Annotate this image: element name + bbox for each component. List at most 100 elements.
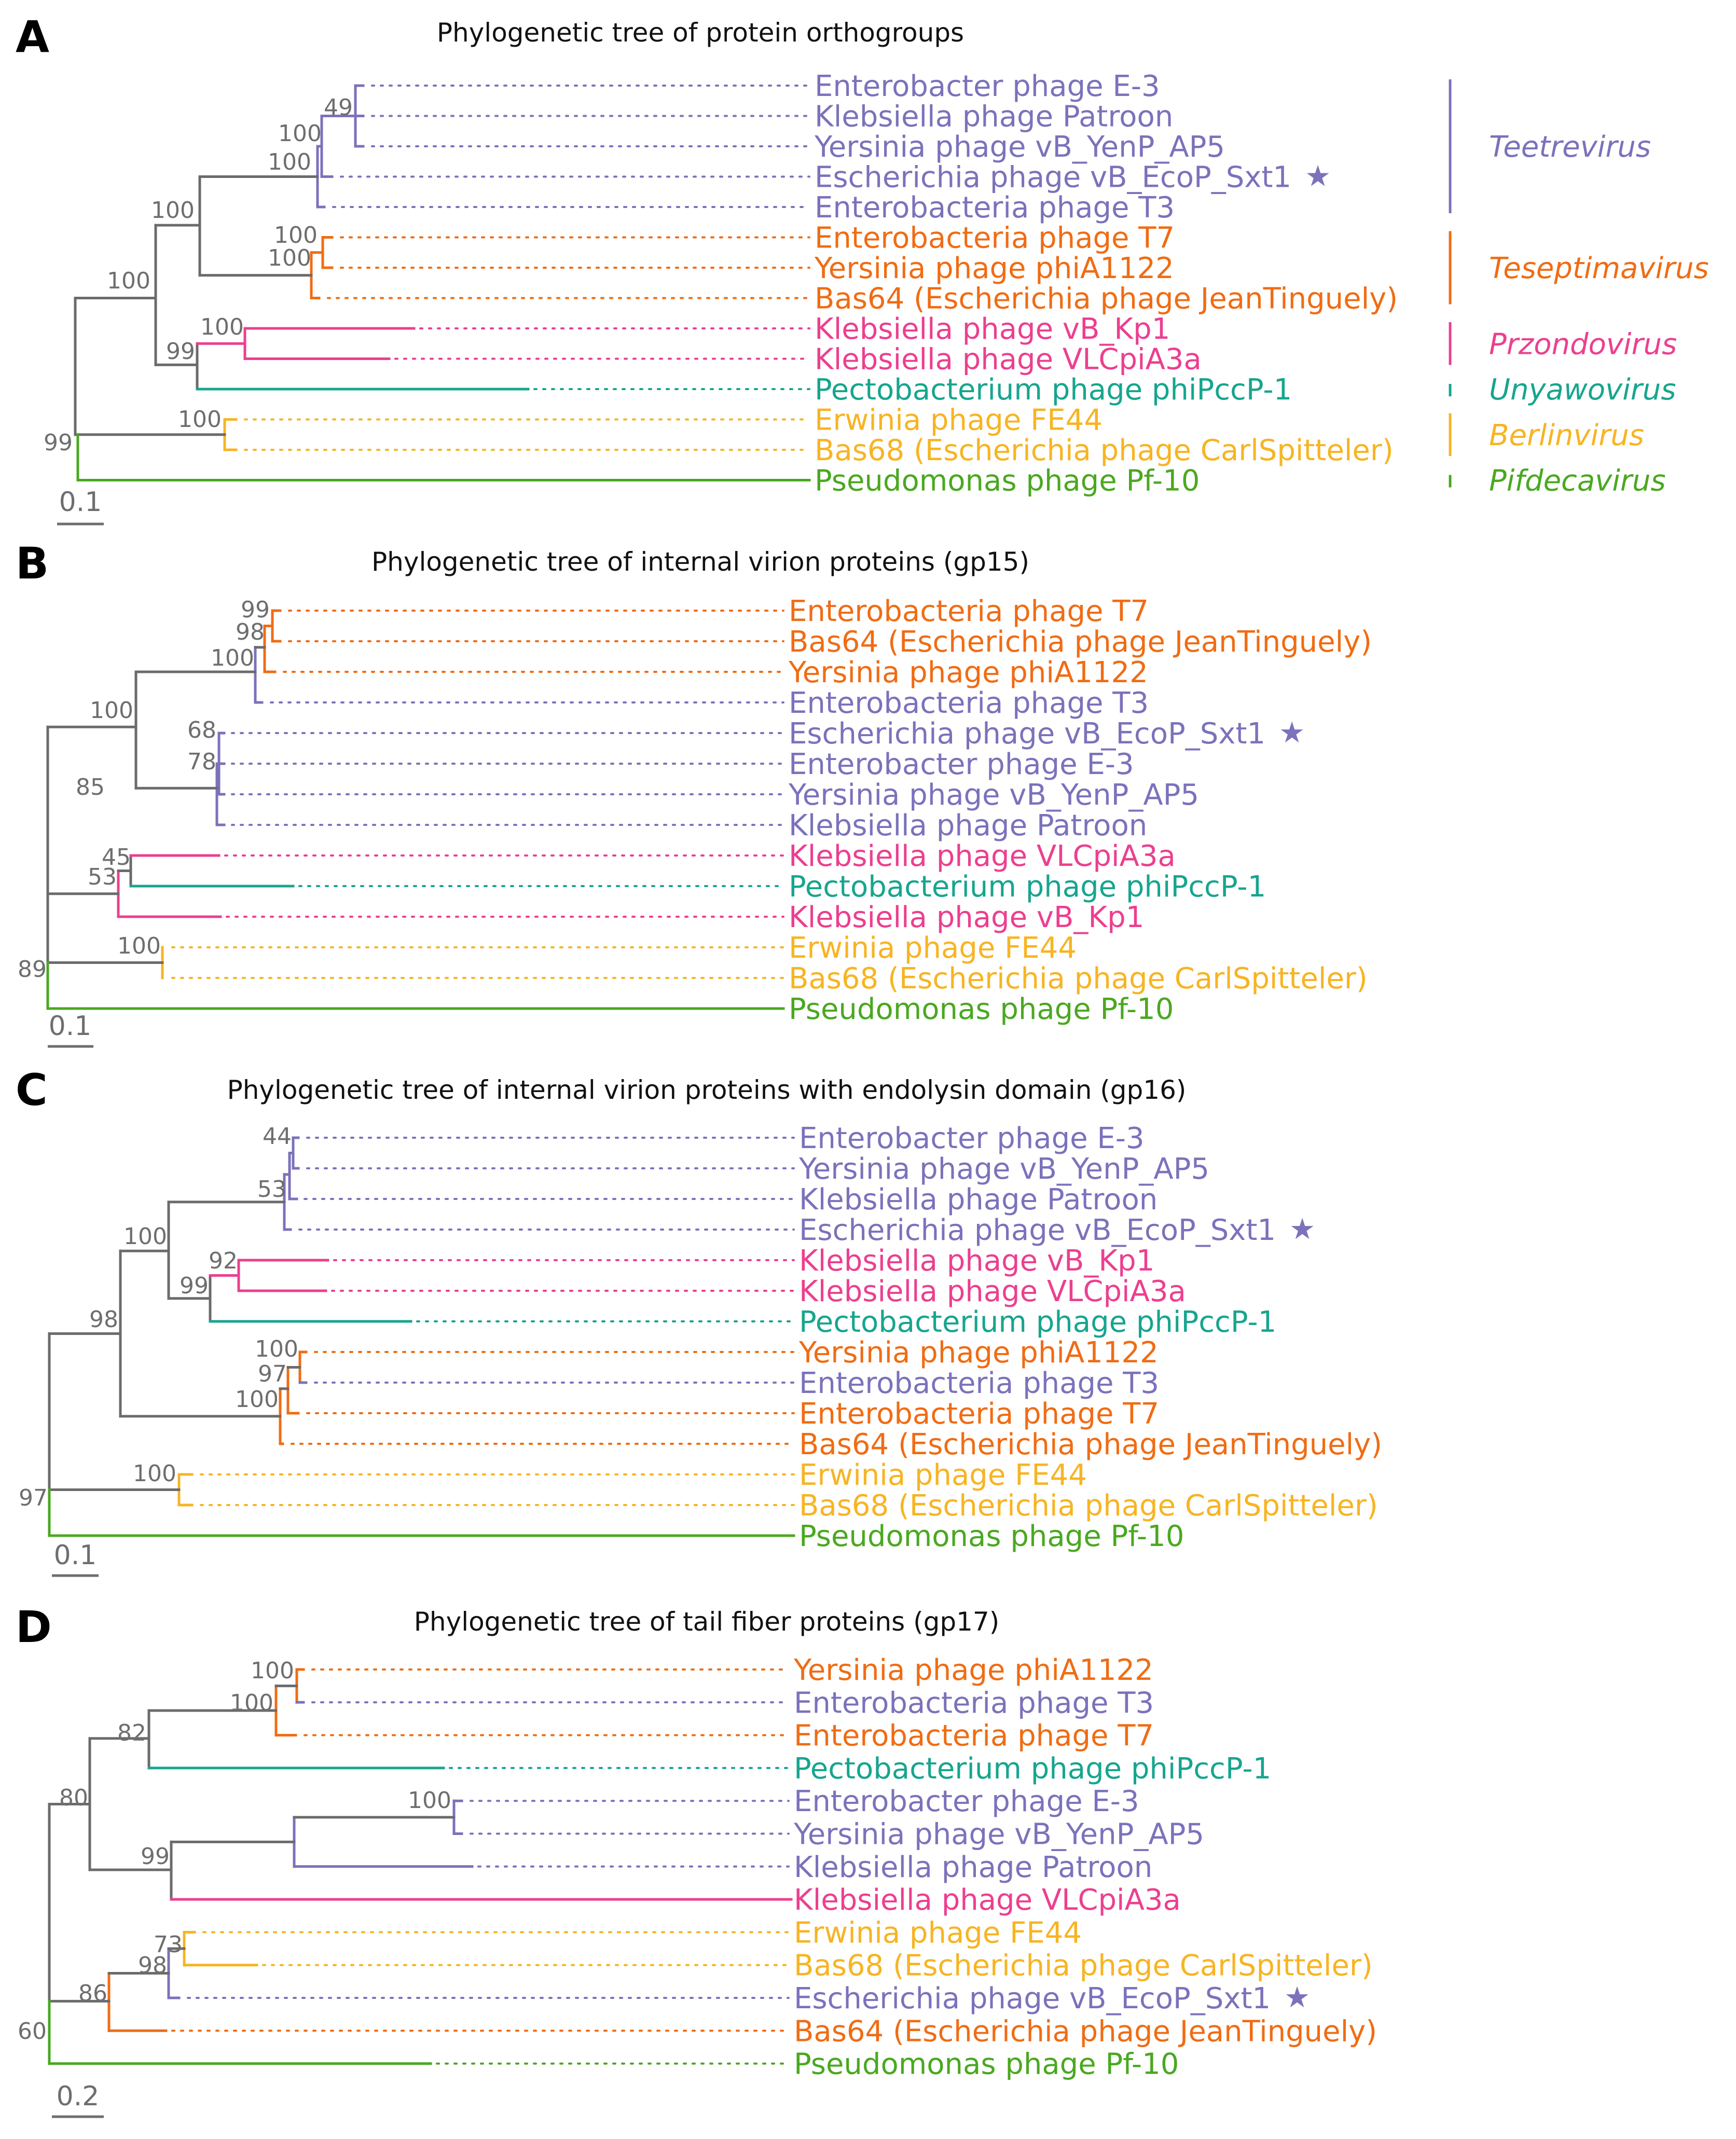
panel-letter: B: [16, 538, 49, 589]
star-icon: ★: [1284, 1981, 1310, 2014]
scale-label: 0.1: [59, 487, 102, 518]
bootstrap-value: 99: [166, 338, 195, 365]
star-icon: ★: [1289, 1212, 1315, 1246]
leaf-label: Yersinia phage vB_YenP_AP5: [798, 1152, 1209, 1186]
leaf-label: Enterobacteria phage T7: [799, 1397, 1159, 1431]
genus-label: Teseptimavirus: [1489, 252, 1709, 285]
leaf-label: Klebsiella phage vB_Kp1: [799, 1244, 1154, 1278]
leaf-label: Klebsiella phage Patroon: [789, 809, 1147, 843]
panel-letter: C: [16, 1065, 48, 1115]
leaf-label: Enterobacter phage E-3: [799, 1122, 1145, 1155]
leaf-label: Escherichia phage vB_EcoP_Sxt1: [794, 1982, 1271, 2016]
panel-title: Phylogenetic tree of internal virion pro…: [371, 547, 1029, 577]
bootstrap-value: 100: [268, 149, 311, 175]
bootstrap-value: 98: [89, 1306, 118, 1333]
leaf-label: Klebsiella phage VLCpiA3a: [815, 343, 1202, 377]
leaf-label: Pseudomonas phage Pf-10: [815, 464, 1200, 498]
leaf-label: Yersinia phage vB_YenP_AP5: [788, 778, 1199, 812]
leaf-label: Yersinia phage phiA1122: [793, 1653, 1153, 1687]
bootstrap-value: 92: [209, 1248, 238, 1274]
leaf-label: Bas68 (Escherichia phage CarlSpitteler): [799, 1489, 1378, 1523]
bootstrap-value: 100: [274, 222, 318, 249]
panel-title: Phylogenetic tree of tail fiber proteins…: [414, 1607, 999, 1637]
panel-letter: A: [16, 11, 49, 62]
bootstrap-value: 85: [76, 774, 105, 801]
leaf-label: Bas64 (Escherichia phage JeanTinguely): [794, 2014, 1377, 2048]
bootstrap-value: 82: [117, 1720, 146, 1746]
genus-label: Unyawovirus: [1489, 373, 1676, 407]
bootstrap-value: 100: [230, 1690, 273, 1716]
bootstrap-value: 99: [241, 597, 270, 623]
leaf-label: Enterobacter phage E-3: [815, 70, 1160, 103]
scale-label: 0.2: [57, 2081, 100, 2112]
leaf-label: Pseudomonas phage Pf-10: [789, 992, 1174, 1026]
bootstrap-value: 78: [187, 749, 216, 775]
panel-title: Phylogenetic tree of protein orthogroups: [437, 18, 964, 48]
bootstrap-value: 45: [102, 844, 131, 871]
scale-label: 0.1: [49, 1011, 92, 1042]
leaf-label: Bas68 (Escherichia phage CarlSpitteler): [794, 1949, 1373, 1983]
bootstrap-value: 100: [255, 1336, 298, 1362]
bootstrap-value: 60: [18, 2018, 47, 2045]
leaf-label: Yersinia phage phiA1122: [798, 1336, 1159, 1370]
leaf-label: Enterobacteria phage T7: [794, 1719, 1154, 1753]
bootstrap-value: 99: [44, 430, 73, 456]
bootstrap-value: 100: [123, 1223, 167, 1250]
leaf-label: Pectobacterium phage phiPccP-1: [789, 870, 1266, 904]
leaf-label: Enterobacter phage E-3: [794, 1785, 1139, 1818]
bootstrap-value: 99: [141, 1843, 170, 1870]
bootstrap-value: 100: [178, 406, 222, 433]
bootstrap-value: 98: [138, 1952, 167, 1979]
leaf-label: Erwinia phage FE44: [815, 404, 1103, 437]
leaf-label: Enterobacter phage E-3: [789, 748, 1134, 781]
leaf-label: Erwinia phage FE44: [794, 1916, 1082, 1950]
bootstrap-value: 97: [19, 1485, 48, 1511]
leaf-label: Escherichia phage vB_EcoP_Sxt1: [799, 1213, 1276, 1247]
leaf-label: Yersinia phage vB_YenP_AP5: [793, 1818, 1204, 1852]
bootstrap-value: 49: [324, 94, 353, 121]
genus-label: Teetrevirus: [1489, 130, 1651, 164]
leaf-label: Pectobacterium phage phiPccP-1: [815, 373, 1292, 407]
genus-label: Berlinvirus: [1489, 419, 1644, 452]
leaf-label: Bas64 (Escherichia phage JeanTinguely): [799, 1428, 1382, 1461]
bootstrap-value: 100: [90, 697, 133, 724]
leaf-label: Klebsiella phage VLCpiA3a: [789, 839, 1176, 873]
bootstrap-value: 89: [18, 956, 47, 983]
leaf-label: Erwinia phage FE44: [799, 1458, 1087, 1492]
leaf-label: Pseudomonas phage Pf-10: [799, 1520, 1184, 1553]
leaf-label: Yersinia phage vB_YenP_AP5: [814, 130, 1225, 164]
leaf-label: Yersinia phage phiA1122: [788, 656, 1148, 689]
bootstrap-value: 100: [408, 1787, 451, 1814]
leaf-label: Enterobacteria phage T7: [789, 595, 1149, 628]
bootstrap-value: 99: [180, 1273, 209, 1299]
leaf-label: Klebsiella phage vB_Kp1: [789, 901, 1144, 934]
bootstrap-value: 80: [59, 1785, 88, 1811]
panel-title: Phylogenetic tree of internal virion pro…: [227, 1075, 1187, 1105]
bootstrap-value: 100: [133, 1460, 176, 1487]
leaf-label: Enterobacteria phage T7: [815, 222, 1175, 255]
panel-a: A Phylogenetic tree of protein orthogroup…: [16, 11, 1709, 526]
bootstrap-value: 100: [235, 1386, 279, 1413]
star-icon: ★: [1279, 716, 1305, 750]
leaf-label: Enterobacteria phage T3: [799, 1367, 1159, 1400]
panel-c: C Phylogenetic tree of internal virion pr…: [16, 1065, 1382, 1577]
leaf-label: Bas64 (Escherichia phage JeanTinguely): [815, 282, 1398, 316]
bootstrap-value: 100: [251, 1658, 294, 1684]
leaf-label: Escherichia phage vB_EcoP_Sxt1: [815, 161, 1291, 195]
panel-letter: D: [16, 1602, 52, 1652]
genus-label: Pifdecavirus: [1489, 464, 1666, 498]
leaf-label: Pseudomonas phage Pf-10: [794, 2048, 1179, 2081]
leaf-label: Klebsiella phage Patroon: [799, 1183, 1158, 1217]
leaf-label: Klebsiella phage VLCpiA3a: [799, 1275, 1186, 1308]
leaf-label: Enterobacteria phage T3: [794, 1686, 1154, 1720]
leaf-label: Escherichia phage vB_EcoP_Sxt1: [789, 717, 1265, 751]
star-icon: ★: [1305, 160, 1331, 194]
leaf-label: Enterobacteria phage T3: [789, 686, 1149, 720]
bootstrap-value: 97: [258, 1361, 287, 1387]
leaf-label: Bas64 (Escherichia phage JeanTinguely): [789, 625, 1372, 659]
bootstrap-value: 98: [236, 619, 265, 645]
leaf-label: Klebsiella phage Patroon: [815, 100, 1173, 134]
leaf-label: Pectobacterium phage phiPccP-1: [794, 1752, 1271, 1786]
panel-d: D Phylogenetic tree of tail fiber protein…: [16, 1602, 1377, 2118]
